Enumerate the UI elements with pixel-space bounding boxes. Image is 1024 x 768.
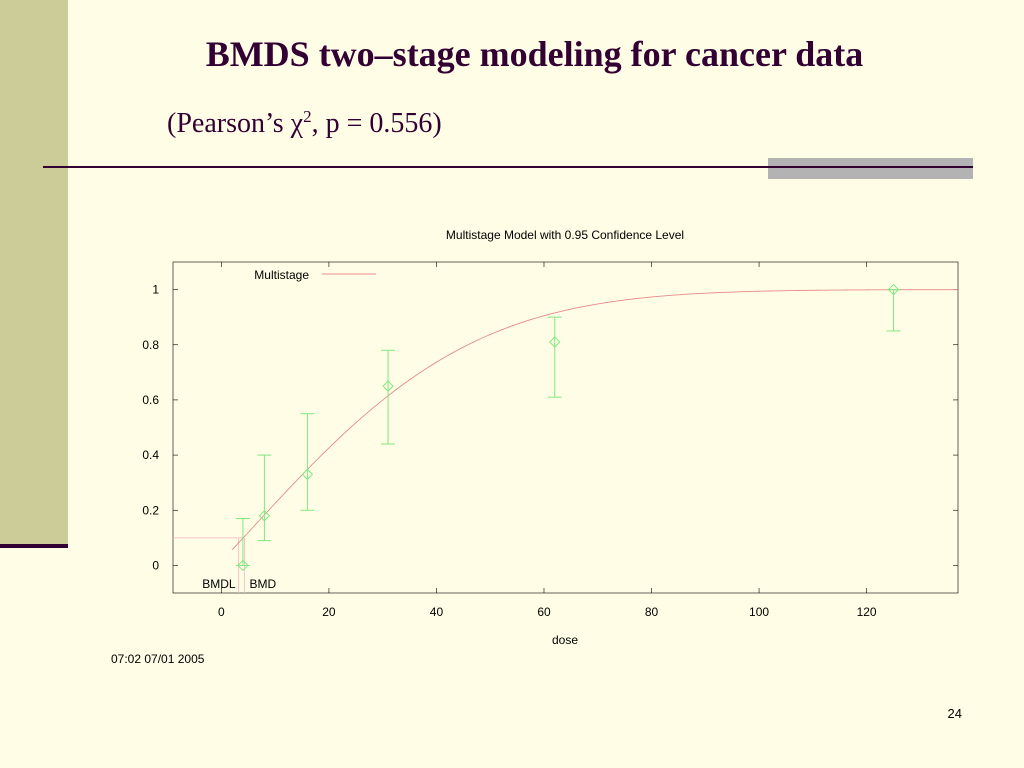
legend-label: Multistage [254, 268, 309, 282]
y-tick-label: 0.4 [142, 448, 159, 462]
subtitle-suffix: , p = 0.556) [311, 108, 442, 139]
bmdl-label: BMDL [202, 577, 236, 591]
points-layer [235, 283, 901, 572]
data-point [549, 336, 561, 348]
x-tick-label: 40 [430, 605, 444, 619]
data-point [237, 559, 249, 572]
curve-layer [231, 289, 958, 551]
left-decorative-band [0, 0, 68, 545]
y-tick-label: 1 [152, 283, 159, 297]
chart-timestamp: 07:02 07/01 2005 [111, 652, 205, 666]
y-tick-label: 0.2 [142, 503, 159, 517]
data-point [301, 468, 314, 481]
bmd-layer: BMDL BMD [173, 537, 277, 593]
page-number: 24 [947, 706, 962, 721]
series-line-multistage [231, 289, 958, 551]
y-tick-label: 0.6 [142, 393, 159, 407]
ticks-layer: 0 20 40 60 80 100 120 0 0.2 0.4 0.6 0.8 1 [142, 262, 958, 619]
header-gray-block [768, 158, 973, 179]
header-rule [43, 166, 973, 168]
chart-title: Multistage Model with 0.95 Confidence Le… [446, 228, 684, 242]
x-axis-label: dose [552, 633, 578, 647]
bmd-label: BMD [250, 577, 277, 591]
data-point [382, 380, 394, 392]
plot-frame [172, 261, 959, 594]
chart-legend: Multistage [254, 268, 376, 282]
subtitle-prefix: (Pearson’s χ [167, 108, 304, 139]
left-band-underline [0, 544, 68, 548]
x-tick-label: 60 [537, 605, 551, 619]
y-tick-label: 0.8 [142, 338, 159, 352]
slide-title: BMDS two–stage modeling for cancer data [205, 34, 864, 74]
data-point [887, 283, 900, 296]
x-tick-label: 100 [749, 605, 769, 619]
subtitle-superscript: 2 [303, 107, 312, 126]
header-rule-overlay [768, 166, 973, 168]
y-tick-label: 0 [152, 558, 159, 572]
x-tick-label: 120 [857, 605, 877, 619]
x-tick-label: 20 [322, 605, 336, 619]
x-tick-label: 0 [218, 605, 225, 619]
data-point [258, 510, 271, 522]
slide-subtitle: (Pearson’s χ2, p = 0.556) [167, 106, 442, 142]
x-tick-label: 80 [645, 605, 659, 619]
